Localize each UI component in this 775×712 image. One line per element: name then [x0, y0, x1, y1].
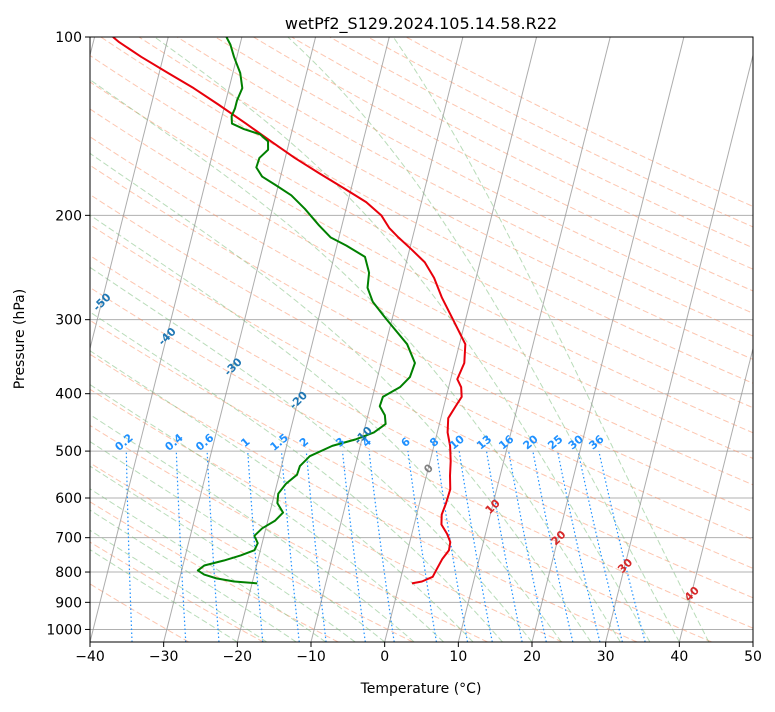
- dry-adiabat: [90, 541, 264, 642]
- mixing-ratio-line: [407, 451, 438, 642]
- x-tick-label: 40: [670, 649, 688, 665]
- dewpoint-line: [196, 37, 416, 585]
- moist-adiabat: [90, 549, 238, 642]
- mixing-ratio-line: [556, 450, 601, 642]
- dry-adiabat: [90, 136, 753, 486]
- isotherm: [605, 53, 753, 642]
- moist-adiabat: [90, 311, 503, 642]
- moist-adiabats: [90, 37, 710, 642]
- dry-adiabat: [90, 108, 753, 460]
- x-axis-label: Temperature (°C): [360, 681, 482, 697]
- dry-adiabat: [138, 37, 753, 360]
- dry-adiabat: [215, 37, 753, 314]
- x-tick-label: 20: [523, 649, 541, 665]
- x-tick-label: −40: [75, 649, 105, 665]
- y-tick-label: 500: [55, 444, 82, 460]
- mixing-ratio-line: [341, 451, 366, 642]
- mixing-ratio-line: [247, 451, 264, 642]
- isotherm: [310, 37, 464, 642]
- plot-frame: [89, 36, 754, 643]
- dry-adiabat: [90, 319, 712, 642]
- mixing-ratio-line: [305, 451, 327, 642]
- isotherm: [384, 37, 538, 642]
- isotherm: [678, 346, 753, 642]
- dry-adiabat: [90, 353, 638, 642]
- x-tick-label: −20: [223, 649, 253, 665]
- moist-adiabat: [287, 37, 680, 642]
- moist-adiabat: [90, 488, 327, 642]
- moist-adiabat: [154, 37, 651, 642]
- moist-adiabat: [90, 441, 385, 642]
- moist-adiabat: [392, 37, 710, 642]
- x-tick-label: 0: [380, 649, 389, 665]
- plot-area: 0.10.20.40.611.52346810131620253036-100-…: [90, 37, 753, 642]
- x-tick-label: −10: [296, 649, 326, 665]
- isotherm: [90, 37, 243, 642]
- dry-adiabat: [90, 164, 753, 513]
- moist-adiabat: [90, 214, 562, 642]
- moist-adiabat: [90, 465, 356, 642]
- y-tick-label: 800: [55, 565, 82, 581]
- x-tick-label: 10: [449, 649, 467, 665]
- y-tick-label: 1000: [46, 622, 82, 638]
- sounding-series: [112, 37, 467, 585]
- y-tick-label: 200: [55, 208, 82, 224]
- y-tick-label: 100: [55, 30, 82, 46]
- chart-title: wetPf2_S129.2024.105.14.58.R22: [285, 14, 557, 34]
- y-tick-label: 900: [55, 595, 82, 611]
- y-axis-ticks: 100 200 300 400 500 600 700 800 900 1000: [46, 30, 90, 638]
- dry-adiabat: [253, 37, 753, 292]
- mixing-ratio-line: [280, 451, 300, 642]
- moist-adiabat: [90, 414, 415, 642]
- dry-adiabat: [90, 286, 753, 629]
- isotherm: [236, 37, 390, 642]
- mixing-ratio-line: [577, 450, 623, 642]
- moist-adiabat: [90, 79, 621, 642]
- y-tick-label: 600: [55, 491, 82, 507]
- mixing-ratio-line: [532, 450, 574, 642]
- y-tick-label: 300: [55, 313, 82, 329]
- moist-adiabat: [90, 152, 592, 642]
- moist-adiabat: [90, 529, 268, 642]
- isotherm: [163, 37, 317, 642]
- x-tick-label: −30: [149, 649, 179, 665]
- temperature-line: [112, 37, 467, 585]
- isotherms: [90, 37, 753, 642]
- x-axis-ticks: −40 −30 −20 −10 0 10 20 30 40 50: [75, 642, 762, 665]
- mixing-ratio-line: [508, 450, 547, 642]
- isotherm: [90, 37, 169, 351]
- x-tick-label: 50: [744, 649, 762, 665]
- dry-adiabat: [90, 388, 563, 642]
- y-tick-label: 700: [55, 531, 82, 547]
- x-tick-label: 30: [597, 649, 615, 665]
- isotherm: [531, 37, 685, 642]
- y-axis-label: Pressure (hPa): [12, 289, 28, 389]
- mixing-ratio-line: [368, 451, 395, 642]
- moist-adiabat: [90, 350, 474, 642]
- dry-adiabat: [90, 424, 488, 642]
- y-tick-label: 400: [55, 387, 82, 403]
- dry-adiabat: [90, 583, 190, 642]
- dry-adiabat: [90, 54, 753, 409]
- isotherm: [457, 37, 611, 642]
- moist-adiabat: [90, 266, 533, 642]
